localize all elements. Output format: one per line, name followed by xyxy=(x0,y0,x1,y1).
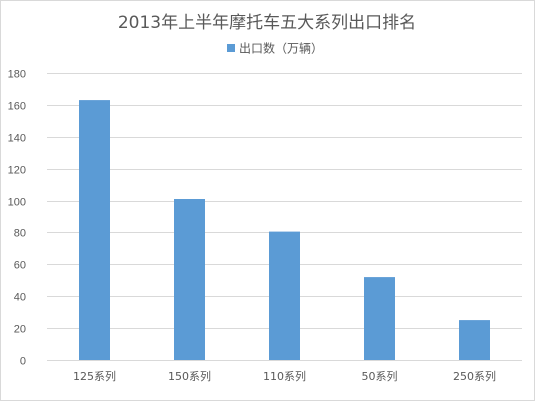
y-tick-label: 180 xyxy=(8,69,26,81)
y-tick-label: 160 xyxy=(8,101,26,113)
bar xyxy=(174,199,205,360)
y-tick-label: 140 xyxy=(8,133,26,145)
chart-title: 2013年上半年摩托车五大系列出口排名 xyxy=(118,13,416,33)
bars xyxy=(79,100,490,360)
bar xyxy=(79,100,110,360)
y-tick-label: 100 xyxy=(8,197,26,209)
y-axis: 0 20 40 60 80 100 120 140 160 180 xyxy=(8,69,26,368)
x-axis: 125系列 150系列 110系列 50系列 250系列 xyxy=(73,369,496,383)
y-tick-label: 120 xyxy=(8,165,26,177)
bar xyxy=(459,320,490,360)
y-tick-label: 20 xyxy=(14,324,26,336)
bar xyxy=(269,231,300,360)
x-tick-label: 150系列 xyxy=(168,369,211,383)
x-tick-label: 110系列 xyxy=(263,369,306,383)
x-tick-label: 125系列 xyxy=(73,369,116,383)
legend-swatch xyxy=(227,44,235,52)
y-tick-label: 0 xyxy=(20,356,26,368)
x-tick-label: 250系列 xyxy=(453,369,496,383)
y-tick-label: 60 xyxy=(14,260,26,272)
x-tick-label: 50系列 xyxy=(362,369,398,383)
y-tick-label: 80 xyxy=(14,228,26,240)
legend-label: 出口数（万辆） xyxy=(239,41,323,56)
y-tick-label: 40 xyxy=(14,292,26,304)
bar xyxy=(364,277,395,360)
